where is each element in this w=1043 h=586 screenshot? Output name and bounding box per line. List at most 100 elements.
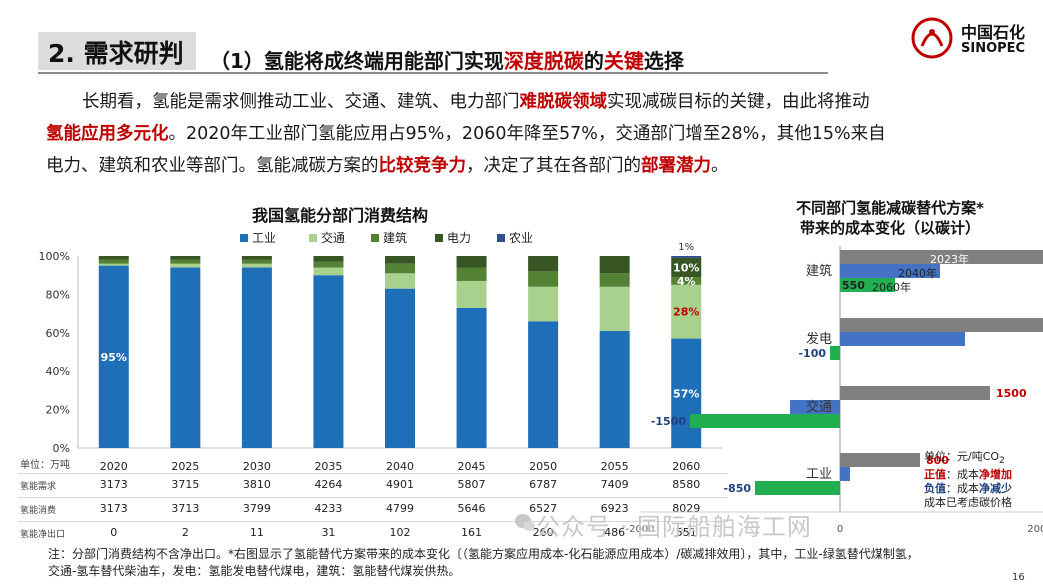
table-cell: 3799 [242,502,271,515]
bar-segment-transport-2060 [671,284,702,339]
table-row-label: 氢能净出口 [20,530,66,540]
bar-segment-transport-2040 [385,273,415,289]
x-tick-label: 2040 [386,460,414,473]
logo-name-cn: 中国石化 [961,23,1026,42]
consumption-structure-chart: 0% 20% 40% 60% 80% 100% 2020 2025 2030 2035 2040 20… [39,242,722,473]
bar-segment-industry-2040 [385,288,415,448]
intro-line-1: 长期看，氢能是需求侧推动工业、交通、建筑、电力部门难脱碳领域实现减碳目标的关键，… [82,92,870,112]
legend-item: 建筑 [371,229,407,246]
cost-value-label-2060: -1500 [651,415,687,428]
bar-segment-building-2025 [170,259,201,264]
table-cell: 11 [249,526,264,539]
cost-value-label-2060: -850 [723,482,751,495]
cost-bar-cost_2040 [790,400,840,414]
bar-segment-transport-2020 [98,263,129,266]
data-label: 57% [673,387,699,400]
table-cell: 161 [461,526,483,539]
bar-segment-industry-2055 [599,330,630,448]
bar-segment-industry-2030 [241,267,272,448]
unit-note: 单位：元/吨CO2 [924,450,1005,467]
x-tick-label: 2050 [529,460,557,473]
x-tick-label: 2025 [171,460,199,473]
y-tick-label: 100% [39,250,70,263]
data-label: 1% [678,242,694,253]
bar-segment-transport-2035 [313,267,344,276]
cost-x-tick-label: -2000 [625,524,654,535]
cost-bar-cost_2060 [840,278,895,292]
legend-label: 农业 [509,231,534,245]
bar-segment-power-2055 [599,256,630,274]
cost-value-label-2023: 800 [926,454,949,467]
bar-segment-transport-2055 [599,286,630,331]
cost-bar-cost_2060 [830,346,840,360]
bar-segment-power-2025 [170,256,201,260]
bar-segment-industry-2050 [528,321,559,448]
cost-value-label-2023: 1500 [996,387,1027,400]
cost-value-label-2060: -100 [798,347,826,360]
x-tick-label: 2020 [100,460,128,473]
series-name-label: 2023年 [930,252,969,266]
table-row-divider [18,521,728,522]
cost-change-chart: 建筑3300550发电2500-100交通1500-1500工业800-8502… [625,246,1043,535]
footnote-line-1: 注：分部门消费结构不含净出口。*右图显示了氢能替代方案带来的成本变化〔（氢能方案… [48,547,919,561]
legend-label: 工业 [252,231,277,245]
legend-item: 电力 [435,229,471,246]
table-cell: 8580 [672,478,701,491]
cost-bar-cost_2060 [690,414,840,428]
bar-segment-industry-2060 [671,338,702,448]
table-cell: 551 [675,526,697,539]
logo-name-en: SINOPEC [961,41,1026,56]
table-cell: 6923 [600,502,629,515]
negative-note: 负值：成本净减少 [924,482,1012,496]
subtitle-part-3: 的 [583,49,604,73]
legend-swatch [497,233,505,242]
table-cell: 486 [604,526,626,539]
intro-line-2: 氢能应用多元化。2020年工业部门氢能应用占95%，2060年降至57%，交通部… [46,124,886,144]
table-row-label: 氢能需求 [20,482,57,492]
footnote-line-2: 交通-氢车替代柴油车，发电：氢能发电替代煤电，建筑：氢能替代煤炭供热。 [48,564,461,578]
table-row-divider [18,473,728,474]
x-tick-label: 2035 [314,460,342,473]
cost-bar-cost_2060 [755,481,840,495]
bar-segment-transport-2045 [456,280,487,308]
cost-chart-note: 单位：元/吨CO2 正值：成本净增加 负值：成本净减少 成本已考虑碳价格 [924,450,1012,510]
table-cell: 3713 [171,502,200,515]
legend-label: 电力 [447,231,472,245]
slide-subtitle: （1）氢能将成终端用能部门实现深度脱碳的关键选择 [210,45,684,74]
intro-paragraph: 长期看，氢能是需求侧推动工业、交通、建筑、电力部门难脱碳领域实现减碳目标的关键，… [46,86,1036,182]
series-name-label: 2040年 [898,266,937,280]
bar-segment-building-2055 [599,273,630,287]
cost-chart-title: 不同部门氢能减碳替代方案* 带来的成本变化（以碳计） [740,198,1040,238]
bar-segment-building-2030 [241,259,272,264]
bar-segment-power-2060 [671,257,702,278]
section-tab [38,32,196,70]
table-cell: 260 [532,526,554,539]
data-label: 4% [677,275,696,288]
table-cell: 3715 [171,478,200,491]
table-cell: 4799 [386,502,414,515]
table-unit-label: 单位：万吨 [20,460,70,471]
footnote: 注：分部门消费结构不含净出口。*右图显示了氢能替代方案带来的成本变化〔（氢能方案… [48,546,1008,580]
x-tick-label: 2055 [601,460,629,473]
y-tick-label: 40% [46,365,70,378]
legend-label: 建筑 [383,231,408,245]
wechat-icon [515,514,535,531]
cost-value-label-2060: 550 [842,279,865,292]
legend-item: 工业 [240,229,276,246]
data-label: 95% [101,351,127,364]
y-tick-label: 0% [53,442,70,455]
table-cell: 5646 [457,502,486,515]
positive-note: 正值：成本净增加 [924,468,1012,482]
cost-x-tick-label: 0 [837,524,843,535]
bar-segment-building-2045 [456,267,487,281]
y-tick-label: 60% [46,327,70,340]
header-divider [38,72,828,74]
subtitle-part-1: （1）氢能将成终端用能部门实现 [210,49,504,73]
bar-segment-industry-2045 [456,307,487,448]
table-cell: 102 [389,526,411,539]
bar-segment-building-2040 [385,263,415,274]
table-cell: 3173 [99,502,128,515]
legend-item: 农业 [497,229,533,246]
table-cell: 0 [110,526,118,539]
y-tick-label: 20% [46,404,70,417]
